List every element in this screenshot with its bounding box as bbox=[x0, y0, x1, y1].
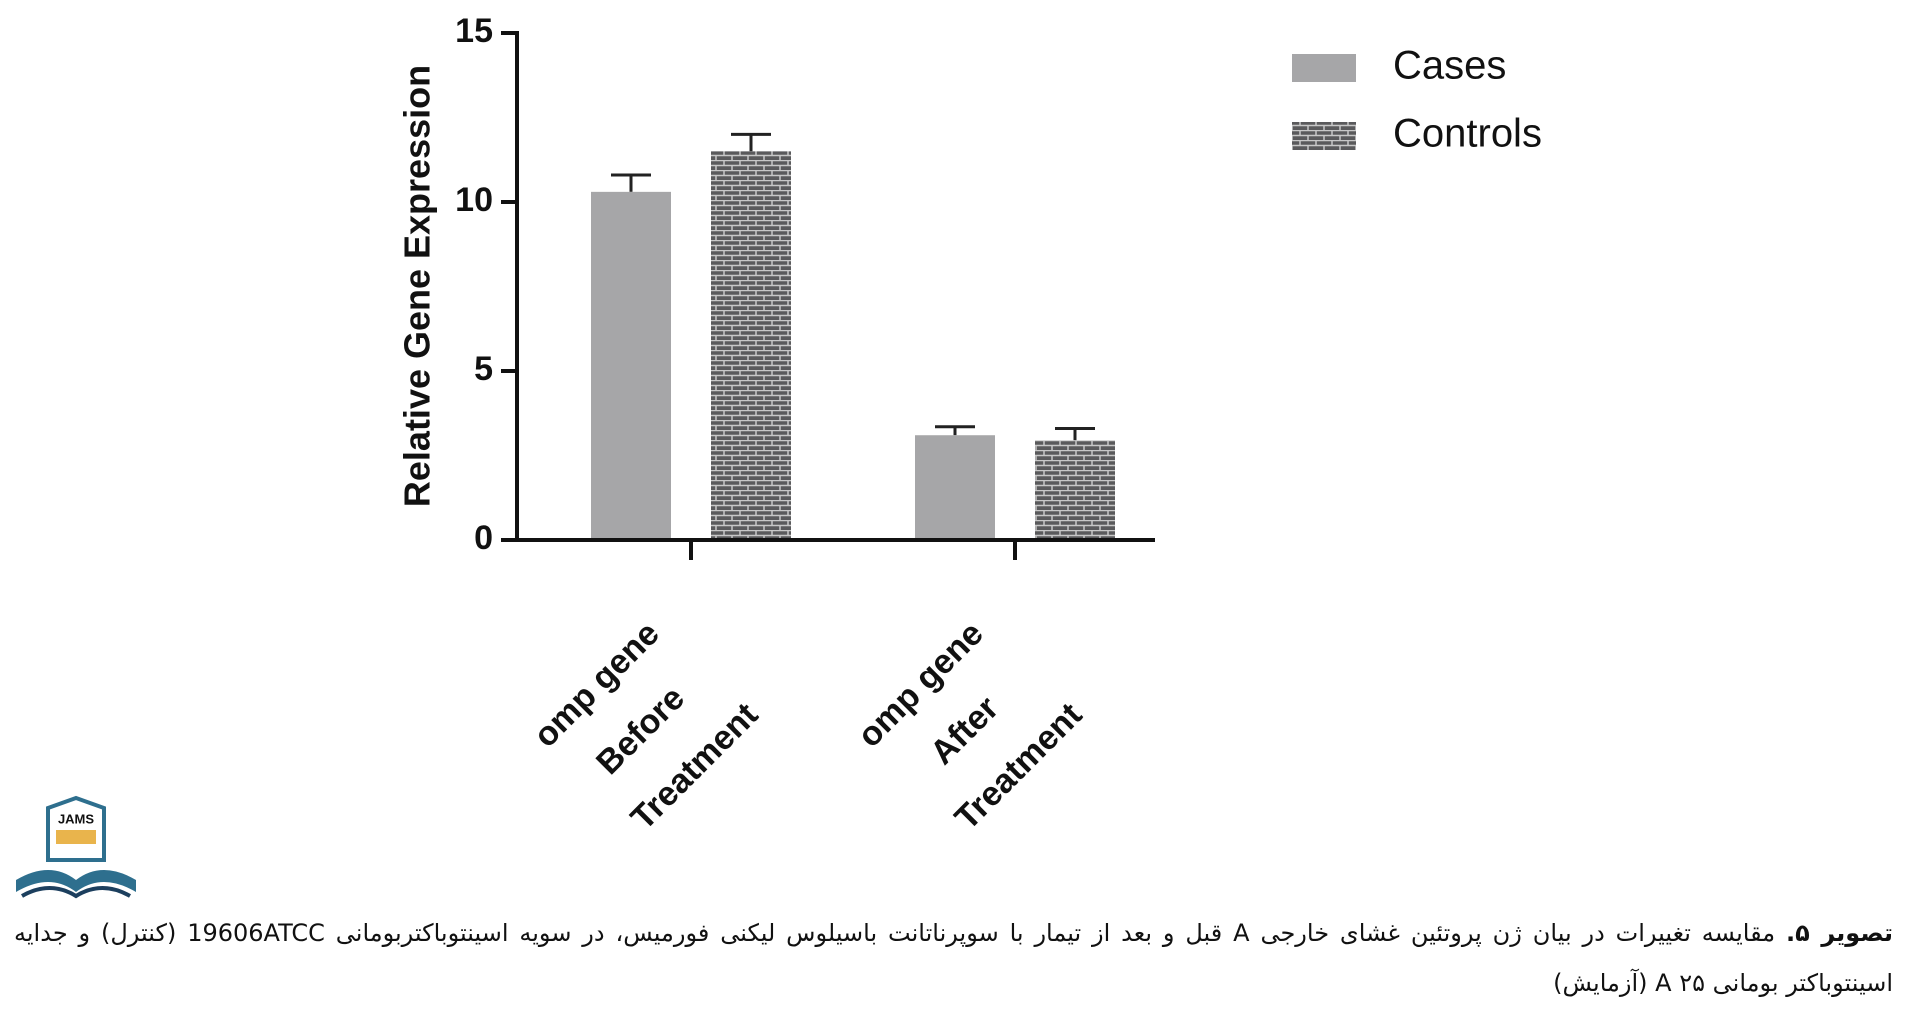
bar bbox=[915, 435, 995, 540]
y-tick-label: 10 bbox=[455, 181, 493, 219]
y-tick-label: 5 bbox=[474, 350, 493, 388]
legend-swatch bbox=[1292, 54, 1356, 82]
caption-label: تصویر ۵. bbox=[1785, 919, 1893, 947]
logo-text: JAMS bbox=[58, 811, 94, 826]
legend-label: Controls bbox=[1393, 112, 1542, 156]
logo: JAMS bbox=[16, 795, 136, 899]
bar bbox=[1035, 440, 1115, 540]
bar bbox=[711, 151, 791, 541]
x-tick-label: After bbox=[923, 689, 1006, 772]
y-tick-label: 0 bbox=[474, 519, 493, 557]
caption-text: مقایسه تغییرات در بیان ژن پروتئین غشای خ… bbox=[14, 919, 1893, 997]
bar bbox=[591, 191, 671, 541]
y-axis-label: Relative Gene Expression bbox=[397, 65, 438, 507]
legend-label: Cases bbox=[1393, 44, 1506, 88]
y-tick-label: 15 bbox=[455, 12, 493, 50]
chart: Relative Gene Expression JAMS 051015omp … bbox=[16, 12, 1542, 899]
caption: تصویر ۵. مقایسه تغییرات در بیان ژن پروتئ… bbox=[14, 908, 1893, 1008]
legend-swatch bbox=[1292, 122, 1356, 150]
